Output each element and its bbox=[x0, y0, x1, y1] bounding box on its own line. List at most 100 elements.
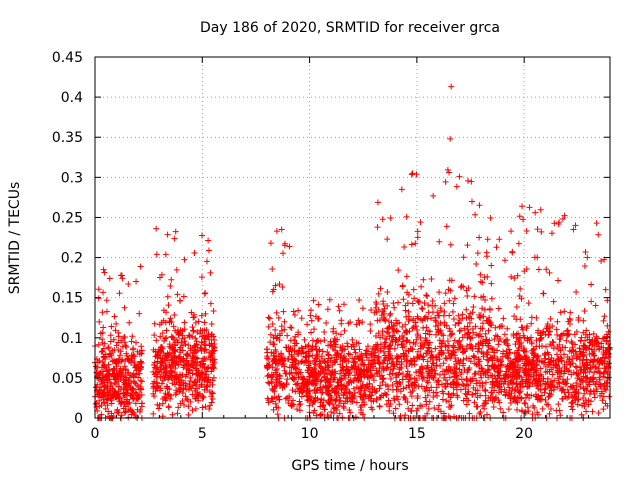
data-point bbox=[437, 305, 444, 312]
data-point bbox=[187, 378, 194, 385]
data-point bbox=[117, 386, 124, 393]
data-point bbox=[324, 359, 331, 366]
data-point bbox=[313, 371, 320, 378]
data-point bbox=[529, 357, 536, 364]
data-point bbox=[534, 354, 541, 361]
data-point bbox=[435, 406, 442, 413]
data-point bbox=[480, 353, 487, 360]
data-point bbox=[478, 365, 485, 372]
data-point bbox=[595, 231, 602, 238]
data-point bbox=[193, 365, 200, 372]
data-point bbox=[516, 334, 523, 341]
data-point bbox=[210, 374, 217, 381]
data-point bbox=[569, 406, 576, 413]
data-point bbox=[289, 387, 296, 394]
data-point bbox=[113, 342, 120, 349]
data-point bbox=[536, 376, 543, 383]
data-point bbox=[417, 366, 424, 373]
data-point bbox=[264, 373, 271, 380]
data-point bbox=[598, 340, 605, 347]
data-point bbox=[189, 407, 196, 414]
data-point bbox=[204, 333, 211, 340]
data-point bbox=[101, 354, 108, 361]
data-point bbox=[551, 220, 558, 227]
data-point bbox=[113, 360, 120, 367]
data-point bbox=[311, 358, 318, 365]
data-point bbox=[553, 407, 560, 414]
data-point bbox=[467, 344, 474, 351]
data-point bbox=[482, 372, 489, 379]
data-point bbox=[123, 350, 130, 357]
data-point bbox=[384, 325, 391, 332]
data-point bbox=[468, 334, 475, 341]
data-point bbox=[267, 331, 274, 338]
data-point bbox=[510, 330, 517, 337]
data-point bbox=[99, 336, 106, 343]
data-point bbox=[480, 313, 487, 320]
data-point bbox=[190, 327, 197, 334]
data-point bbox=[132, 389, 139, 396]
data-point bbox=[394, 380, 401, 387]
data-point bbox=[506, 365, 513, 372]
data-point bbox=[452, 358, 459, 365]
data-point bbox=[584, 334, 591, 341]
data-point bbox=[108, 400, 115, 407]
data-point bbox=[546, 410, 553, 417]
data-point bbox=[281, 326, 288, 333]
data-point bbox=[193, 382, 200, 389]
data-point bbox=[567, 309, 574, 316]
data-point bbox=[393, 358, 400, 365]
data-point bbox=[296, 347, 303, 354]
data-point bbox=[484, 411, 491, 418]
data-point bbox=[353, 399, 360, 406]
data-point bbox=[484, 273, 491, 280]
data-point bbox=[522, 408, 529, 415]
data-point bbox=[153, 337, 160, 344]
data-point bbox=[489, 381, 496, 388]
data-point bbox=[135, 384, 142, 391]
data-point bbox=[385, 324, 392, 331]
data-point bbox=[477, 314, 484, 321]
data-point bbox=[270, 406, 277, 413]
data-point bbox=[276, 281, 283, 288]
x-axis-label: GPS time / hours bbox=[291, 458, 408, 474]
data-point bbox=[120, 366, 127, 373]
data-point bbox=[310, 409, 317, 416]
data-point bbox=[580, 317, 587, 324]
data-point bbox=[466, 410, 473, 417]
data-point bbox=[283, 380, 290, 387]
data-point bbox=[179, 398, 186, 405]
data-point bbox=[205, 237, 212, 244]
data-point bbox=[353, 339, 360, 346]
data-point bbox=[419, 370, 426, 377]
data-point bbox=[489, 346, 496, 353]
data-point bbox=[391, 397, 398, 404]
data-point bbox=[308, 329, 315, 336]
data-point bbox=[383, 391, 390, 398]
data-point bbox=[448, 351, 455, 358]
data-point bbox=[136, 351, 143, 358]
data-point bbox=[189, 361, 196, 368]
data-point bbox=[208, 393, 215, 400]
data-point bbox=[543, 401, 550, 408]
data-point bbox=[547, 382, 554, 389]
data-point bbox=[395, 396, 402, 403]
data-point bbox=[162, 251, 169, 258]
data-point bbox=[151, 383, 158, 390]
data-point bbox=[95, 370, 102, 377]
data-point bbox=[403, 273, 410, 280]
data-point bbox=[513, 316, 520, 323]
data-point bbox=[341, 353, 348, 360]
data-point bbox=[168, 374, 175, 381]
data-point bbox=[264, 364, 271, 371]
data-point bbox=[478, 364, 485, 371]
data-point bbox=[202, 310, 209, 317]
data-point bbox=[325, 342, 332, 349]
data-point bbox=[367, 361, 374, 368]
data-point bbox=[554, 383, 561, 390]
data-point bbox=[460, 356, 467, 363]
data-point bbox=[167, 282, 174, 289]
data-point bbox=[151, 359, 158, 366]
data-point bbox=[479, 320, 486, 327]
data-point bbox=[356, 296, 363, 303]
